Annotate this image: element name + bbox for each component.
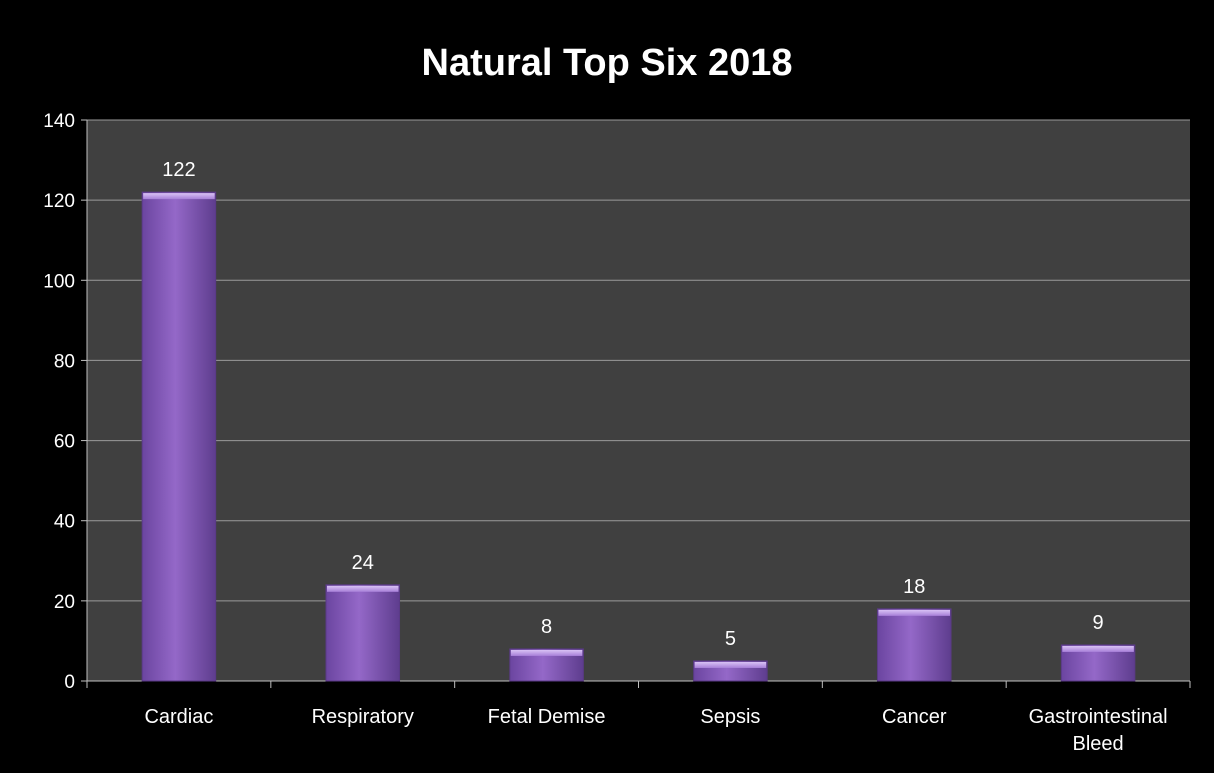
data-label: 8	[541, 616, 552, 638]
bar	[876, 608, 952, 682]
data-label: 9	[1093, 612, 1104, 634]
gridlines	[87, 119, 1190, 602]
bar	[325, 584, 401, 682]
bar-top-highlight	[326, 585, 399, 592]
y-tick-label: 120	[43, 191, 75, 212]
x-tick-label: Bleed	[1073, 733, 1124, 755]
y-tick-label: 80	[54, 351, 75, 372]
bars	[141, 191, 1136, 682]
bar-top-highlight	[694, 661, 767, 668]
x-tick-label: Respiratory	[312, 706, 414, 728]
x-tick-label: Fetal Demise	[488, 706, 606, 728]
data-labels: 122 24 8 5 18 9	[162, 159, 1103, 650]
y-tick-label: 60	[54, 432, 75, 453]
data-label: 122	[162, 159, 195, 181]
x-tick-label: Gastrointestinal	[1029, 706, 1168, 728]
y-tick-label: 100	[43, 271, 75, 292]
x-tick-label: Cancer	[882, 706, 947, 728]
x-tick-label: Cardiac	[144, 706, 213, 728]
data-label: 18	[903, 576, 925, 598]
x-tick-label: Sepsis	[700, 706, 760, 728]
chart-title: Natural Top Six 2018	[422, 42, 793, 84]
bar-top-highlight	[878, 609, 951, 616]
y-tick-label: 20	[54, 592, 75, 613]
bar-top-highlight	[510, 649, 583, 656]
y-tick-label: 40	[54, 512, 75, 533]
plot-area	[87, 120, 1190, 681]
y-tick-label: 140	[43, 111, 75, 132]
data-label: 24	[352, 552, 374, 574]
bar-top-highlight	[143, 193, 215, 200]
axes: 0 20 40 60 80 100 120 140 Cardiac Respiratory Feta…	[43, 111, 1191, 755]
bar-top-highlight	[1062, 645, 1134, 652]
data-label: 5	[725, 628, 736, 650]
bar	[141, 191, 217, 682]
y-tick-label: 0	[64, 672, 75, 693]
